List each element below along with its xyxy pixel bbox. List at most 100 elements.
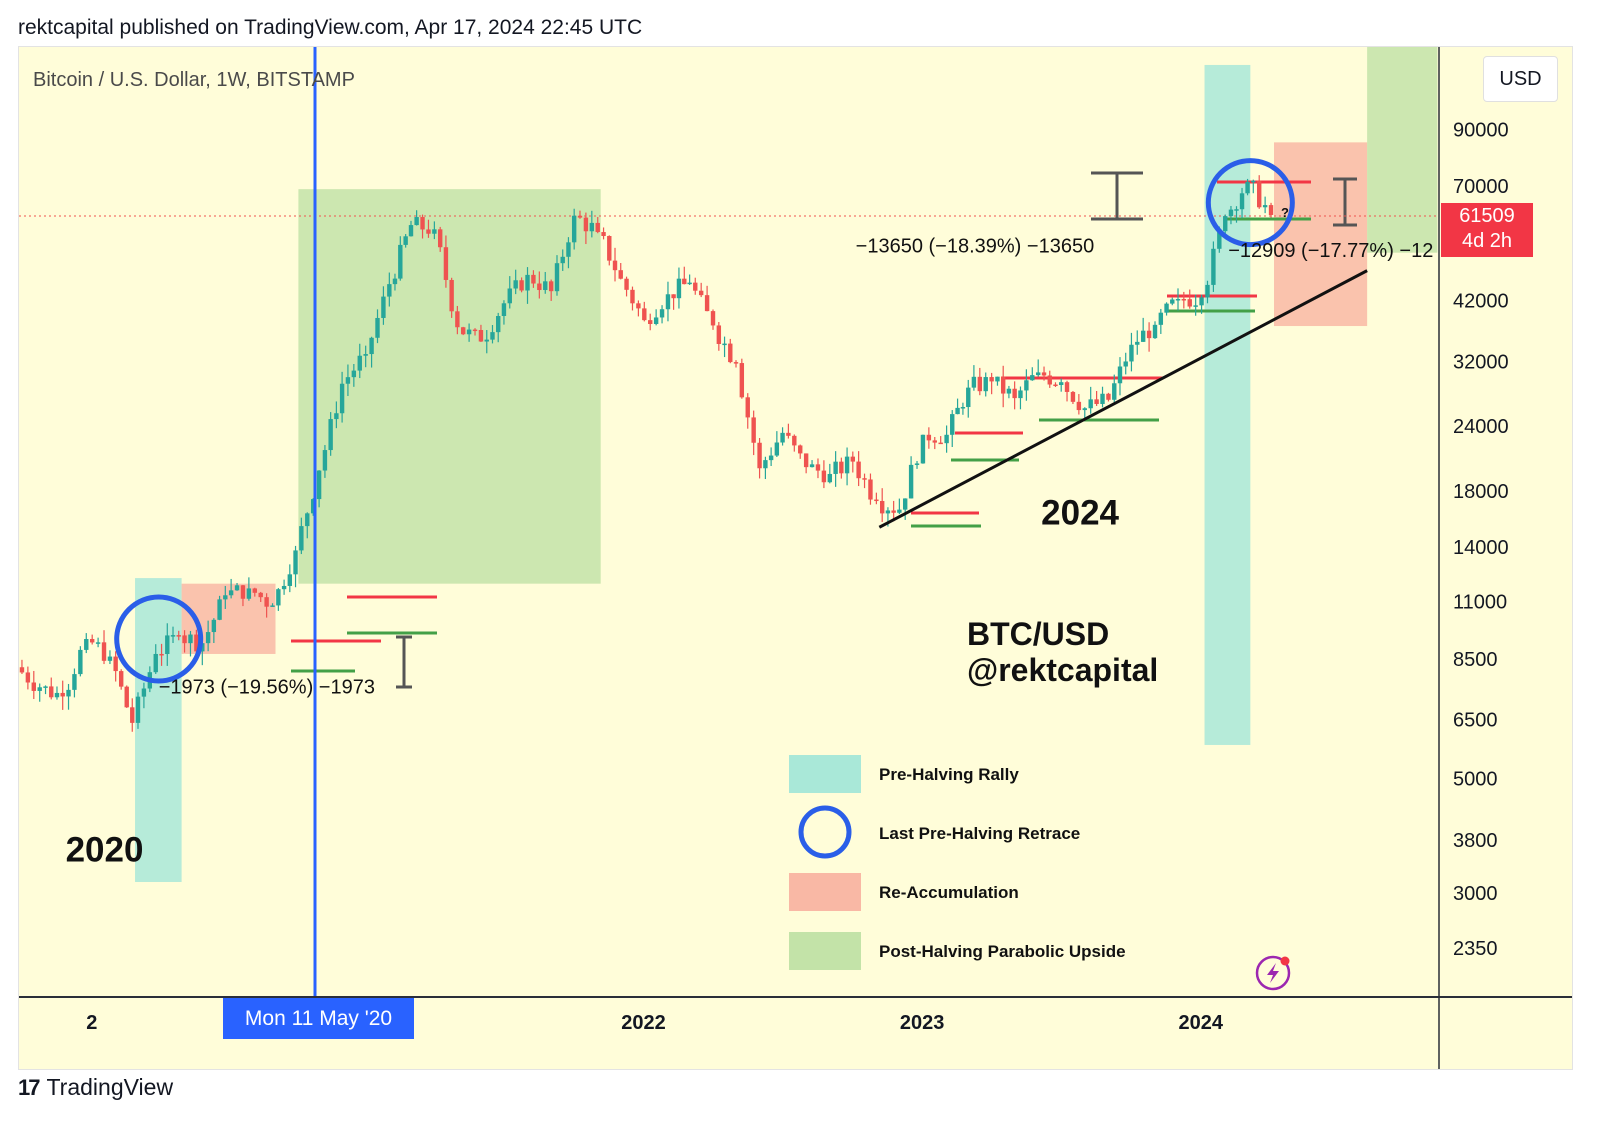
y-tick-label: 2350 bbox=[1453, 938, 1498, 960]
axis-layer: 2350 3000 3800 5000 6500 8500 11000 14000 18000 2… bbox=[86, 120, 1508, 1034]
candle-down bbox=[478, 330, 484, 342]
candle-up bbox=[66, 689, 71, 697]
candle-up bbox=[496, 316, 501, 333]
candle-down bbox=[60, 692, 65, 697]
candle-up bbox=[844, 456, 850, 474]
candle-up bbox=[1088, 399, 1093, 409]
candle-down bbox=[113, 656, 118, 672]
candle-down bbox=[803, 453, 809, 468]
post-halving-parabolic-zone bbox=[298, 189, 601, 584]
candle-down bbox=[630, 289, 635, 304]
candle-up bbox=[1262, 205, 1268, 208]
candle-up bbox=[334, 413, 339, 420]
candle-down bbox=[671, 294, 676, 299]
measure-layer bbox=[396, 171, 1357, 689]
candle-down bbox=[176, 635, 181, 637]
candle-up bbox=[809, 464, 815, 468]
y-tick-label: 3800 bbox=[1453, 830, 1498, 852]
candle-up bbox=[1082, 408, 1087, 411]
candle-down bbox=[159, 653, 164, 656]
y-tick-label: 14000 bbox=[1453, 537, 1509, 559]
candle-up bbox=[387, 284, 392, 297]
legend-swatch bbox=[789, 932, 861, 970]
candle-up bbox=[950, 414, 955, 435]
y-tick-label: 18000 bbox=[1453, 481, 1509, 503]
x-tick-label: 2023 bbox=[900, 1012, 945, 1034]
candle-up bbox=[408, 225, 414, 237]
candle-up bbox=[398, 244, 403, 279]
candle-down bbox=[1041, 372, 1047, 376]
candle-down bbox=[182, 635, 187, 644]
candle-down bbox=[449, 279, 454, 312]
trendline[interactable] bbox=[878, 269, 1368, 529]
candle-up bbox=[560, 256, 565, 264]
candle-down bbox=[519, 280, 524, 291]
candle-up bbox=[287, 574, 293, 586]
candle-up bbox=[827, 473, 833, 483]
candle-up bbox=[43, 686, 48, 688]
candle-down bbox=[1187, 299, 1192, 307]
post-halving-parabolic-zone bbox=[1367, 47, 1438, 253]
retrace-circle[interactable] bbox=[114, 594, 204, 684]
candle-down bbox=[745, 397, 750, 418]
candle-up bbox=[554, 263, 560, 292]
chart-svg[interactable]: 2020 2024 BTC/USD @rektcapital −1973 (−19.56… bbox=[19, 47, 1573, 1070]
tradingview-logo[interactable]: 17 TradingView bbox=[18, 1074, 173, 1101]
candle-down bbox=[710, 311, 716, 326]
candle-up bbox=[141, 688, 147, 697]
candle-down bbox=[798, 445, 803, 454]
x-tick-label: 2022 bbox=[621, 1012, 666, 1034]
candle-down bbox=[733, 362, 739, 364]
candle-up bbox=[885, 510, 891, 514]
candle-up bbox=[1217, 231, 1222, 249]
last-price-badge: 61509 4d 2h bbox=[1441, 203, 1533, 257]
candle-up bbox=[589, 222, 595, 232]
candle-down bbox=[537, 283, 542, 291]
candle-up bbox=[955, 407, 960, 415]
candle-down bbox=[437, 229, 443, 248]
candle-up bbox=[490, 332, 495, 340]
y-tick-label: 42000 bbox=[1453, 291, 1509, 313]
candle-down bbox=[693, 282, 698, 291]
watermark-line: @rektcapital bbox=[967, 652, 1158, 688]
y-tick-label: 90000 bbox=[1453, 120, 1509, 142]
legend-swatch-circle bbox=[798, 805, 852, 859]
chart-panel[interactable]: 2020 2024 BTC/USD @rektcapital −1973 (−19.56… bbox=[18, 46, 1573, 1070]
candle-down bbox=[252, 588, 257, 593]
candle-up bbox=[84, 638, 89, 650]
candle-up bbox=[687, 282, 692, 285]
candle-down bbox=[1146, 330, 1152, 339]
candle-up bbox=[281, 585, 287, 590]
candle-down bbox=[612, 260, 618, 271]
candle-down bbox=[583, 217, 589, 232]
candle-down bbox=[618, 270, 623, 279]
retrace-circle[interactable] bbox=[1205, 158, 1295, 248]
candle-up bbox=[357, 355, 362, 371]
candle-up bbox=[1059, 382, 1064, 386]
candle-up bbox=[211, 619, 217, 633]
candle-up bbox=[228, 590, 234, 596]
candle-down bbox=[821, 470, 827, 483]
levels-layer bbox=[291, 180, 1311, 673]
legend-label: Last Pre-Halving Retrace bbox=[879, 824, 1080, 843]
candle-down bbox=[786, 432, 791, 436]
candle-up bbox=[72, 674, 77, 690]
legend-label: Post-Halving Parabolic Upside bbox=[879, 942, 1126, 961]
candle-down bbox=[1094, 399, 1099, 404]
y-tick-label: 32000 bbox=[1453, 352, 1509, 374]
candle-up bbox=[722, 343, 727, 346]
candle-down bbox=[124, 686, 129, 708]
candle-down bbox=[601, 232, 606, 237]
candle-up bbox=[1036, 372, 1041, 376]
y-tick-label: 8500 bbox=[1453, 649, 1498, 671]
legend-swatch bbox=[789, 755, 861, 793]
last-price-value: 61509 bbox=[1459, 205, 1515, 227]
candle-up bbox=[768, 455, 774, 461]
candle-down bbox=[682, 278, 687, 285]
currency-button[interactable]: USD bbox=[1483, 56, 1558, 102]
candle-up bbox=[1018, 390, 1023, 399]
candle-up bbox=[363, 354, 368, 356]
candle-up bbox=[1158, 312, 1164, 325]
x-tick-label: 2024 bbox=[1179, 1012, 1224, 1034]
pre-halving-rally-zone bbox=[1204, 64, 1251, 745]
